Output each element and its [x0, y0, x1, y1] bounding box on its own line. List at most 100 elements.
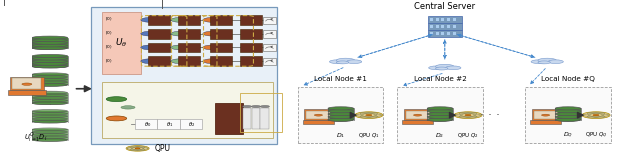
- FancyBboxPatch shape: [534, 111, 557, 119]
- Bar: [452, 32, 456, 35]
- FancyBboxPatch shape: [260, 108, 269, 129]
- Circle shape: [346, 60, 362, 63]
- Bar: [430, 18, 433, 21]
- Ellipse shape: [328, 118, 353, 121]
- Circle shape: [203, 31, 223, 36]
- Circle shape: [465, 114, 471, 116]
- Circle shape: [454, 112, 482, 118]
- FancyBboxPatch shape: [402, 120, 433, 124]
- Text: $\theta_0$: $\theta_0$: [143, 120, 151, 129]
- FancyBboxPatch shape: [148, 29, 170, 39]
- FancyBboxPatch shape: [102, 12, 141, 74]
- Circle shape: [171, 31, 191, 36]
- Ellipse shape: [32, 39, 68, 42]
- Text: ⋮: ⋮: [47, 98, 53, 104]
- Circle shape: [355, 112, 383, 118]
- Circle shape: [436, 67, 448, 70]
- FancyBboxPatch shape: [210, 29, 232, 39]
- Bar: [447, 18, 450, 21]
- Text: $D_Q$: $D_Q$: [563, 131, 573, 140]
- Circle shape: [203, 59, 223, 64]
- Ellipse shape: [428, 107, 453, 110]
- Circle shape: [135, 148, 140, 149]
- Circle shape: [126, 146, 149, 151]
- Text: Local Node #2: Local Node #2: [413, 76, 467, 82]
- Ellipse shape: [32, 83, 68, 86]
- FancyBboxPatch shape: [531, 109, 559, 120]
- Circle shape: [203, 45, 223, 50]
- Text: QPU $Q_1$: QPU $Q_1$: [358, 131, 380, 140]
- Ellipse shape: [32, 41, 68, 44]
- Ellipse shape: [32, 128, 68, 131]
- FancyBboxPatch shape: [263, 58, 276, 65]
- Text: $D_1$: $D_1$: [336, 131, 346, 140]
- Circle shape: [203, 17, 223, 22]
- Ellipse shape: [32, 78, 68, 81]
- Text: $|0\rangle$: $|0\rangle$: [105, 58, 113, 65]
- Ellipse shape: [32, 47, 68, 50]
- FancyBboxPatch shape: [240, 29, 262, 39]
- Circle shape: [141, 59, 161, 64]
- Ellipse shape: [32, 138, 68, 141]
- Text: Local Node #1: Local Node #1: [314, 76, 367, 82]
- FancyBboxPatch shape: [215, 103, 243, 134]
- Circle shape: [243, 105, 252, 108]
- Bar: [428, 108, 453, 120]
- FancyBboxPatch shape: [178, 15, 200, 25]
- Circle shape: [445, 66, 461, 70]
- FancyBboxPatch shape: [157, 119, 180, 129]
- FancyBboxPatch shape: [91, 7, 277, 144]
- Ellipse shape: [32, 81, 68, 84]
- Text: QPU $Q_2$: QPU $Q_2$: [457, 131, 479, 140]
- Ellipse shape: [32, 120, 68, 123]
- Ellipse shape: [32, 57, 68, 60]
- Bar: [430, 25, 433, 28]
- Circle shape: [171, 17, 191, 22]
- Circle shape: [314, 114, 323, 116]
- Ellipse shape: [32, 99, 68, 102]
- Ellipse shape: [32, 136, 68, 139]
- Ellipse shape: [32, 133, 68, 136]
- FancyBboxPatch shape: [240, 15, 262, 25]
- Ellipse shape: [32, 65, 68, 68]
- Ellipse shape: [328, 118, 353, 121]
- Bar: [452, 18, 456, 21]
- Circle shape: [121, 106, 135, 109]
- Ellipse shape: [32, 44, 68, 47]
- Ellipse shape: [328, 115, 353, 118]
- FancyBboxPatch shape: [406, 111, 429, 119]
- Text: QPU $Q_Q$: QPU $Q_Q$: [585, 131, 607, 140]
- FancyBboxPatch shape: [178, 29, 200, 39]
- Ellipse shape: [32, 96, 68, 99]
- Bar: [442, 25, 444, 28]
- Circle shape: [548, 60, 563, 63]
- Ellipse shape: [32, 62, 68, 65]
- Ellipse shape: [32, 138, 68, 141]
- FancyBboxPatch shape: [263, 30, 276, 38]
- FancyBboxPatch shape: [148, 15, 170, 25]
- FancyBboxPatch shape: [243, 108, 251, 129]
- Bar: [436, 25, 439, 28]
- Circle shape: [538, 58, 556, 63]
- Circle shape: [141, 45, 161, 50]
- Circle shape: [365, 114, 372, 116]
- Circle shape: [436, 64, 454, 69]
- Circle shape: [141, 17, 161, 22]
- Bar: [452, 25, 456, 28]
- Ellipse shape: [32, 65, 68, 68]
- Text: $U_{\theta}$: $U_{\theta}$: [115, 37, 127, 49]
- Bar: [430, 32, 433, 35]
- FancyBboxPatch shape: [252, 108, 260, 129]
- Bar: [442, 32, 444, 35]
- Circle shape: [541, 114, 550, 116]
- FancyBboxPatch shape: [148, 56, 170, 66]
- FancyBboxPatch shape: [178, 43, 200, 52]
- Ellipse shape: [32, 120, 68, 123]
- Ellipse shape: [556, 115, 581, 118]
- Circle shape: [582, 112, 610, 118]
- FancyBboxPatch shape: [210, 15, 232, 25]
- Circle shape: [171, 45, 191, 50]
- Ellipse shape: [32, 60, 68, 63]
- FancyBboxPatch shape: [148, 43, 170, 52]
- FancyBboxPatch shape: [305, 109, 333, 120]
